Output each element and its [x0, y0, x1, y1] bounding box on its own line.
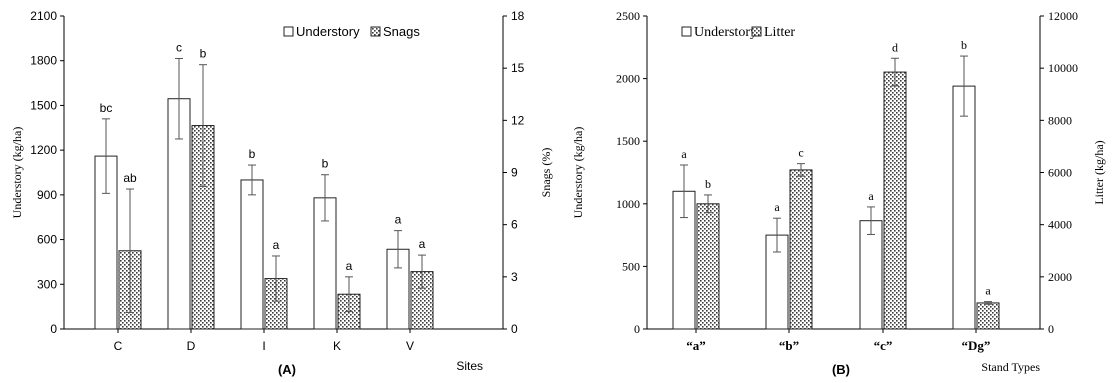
bar-primary: [859, 220, 883, 330]
left-axis-title: Understory (kg/ha): [571, 127, 585, 219]
category-label: “Dg”: [962, 338, 991, 353]
right-tick-label: 4000: [1048, 218, 1072, 232]
significance-letter: a: [346, 259, 353, 273]
right-tick-label: 12000: [1048, 9, 1078, 23]
significance-letter: d: [892, 40, 898, 54]
significance-letter: b: [705, 177, 711, 191]
bar-secondary: [696, 203, 720, 330]
panel-label: (B): [832, 362, 850, 377]
right-axis-title: Snags (%): [539, 148, 553, 198]
right-tick-label: 12: [511, 113, 525, 127]
category-label: I: [262, 339, 265, 353]
right-axis-title: Litter (kg/ha): [1092, 140, 1106, 204]
significance-letter: c: [798, 146, 803, 160]
panel-label: (A): [278, 362, 296, 377]
right-tick-label: 10000: [1048, 61, 1078, 75]
significance-letter: b: [961, 38, 967, 52]
bar-secondary: [883, 71, 907, 330]
panel-a: 0 300 600 900 1200 1500 1800 2100 0 3 6 9 12 15 18 Unde…: [10, 9, 553, 377]
bar-primary: [240, 179, 264, 330]
legend-swatch: [370, 26, 381, 37]
significance-letter: b: [200, 47, 207, 61]
right-tick-label: 6000: [1048, 166, 1072, 180]
left-tick-label: 0: [50, 322, 57, 336]
right-tick-label: 3: [511, 270, 518, 284]
left-tick-label: 1500: [30, 98, 57, 112]
legend-label: Understory: [694, 25, 757, 40]
legend-swatch: [283, 26, 294, 37]
right-tick-label: 9: [511, 166, 518, 180]
bar-secondary: [789, 169, 813, 330]
right-tick-label: 0: [511, 322, 518, 336]
legend-label: Litter: [764, 25, 795, 40]
category-label: K: [333, 339, 341, 353]
significance-letter: a: [681, 147, 687, 161]
left-tick-label: 1800: [30, 54, 57, 68]
significance-letter: a: [868, 189, 874, 203]
x-axis-title: Stand Types: [981, 360, 1040, 374]
significance-letter: bc: [100, 101, 113, 115]
left-tick-label: 900: [37, 188, 57, 202]
category-label: D: [187, 339, 196, 353]
left-tick-label: 600: [37, 233, 57, 247]
significance-letter: b: [322, 157, 329, 171]
left-tick-label: 1000: [616, 197, 640, 211]
category-label: “a”: [686, 338, 706, 353]
right-tick-label: 8000: [1048, 113, 1072, 127]
category-label: “b”: [779, 338, 799, 353]
significance-letter: a: [419, 237, 426, 251]
legend-swatch: [681, 26, 692, 37]
right-tick-label: 2000: [1048, 270, 1072, 284]
category-label: V: [406, 339, 414, 353]
right-tick-label: 15: [511, 61, 525, 75]
left-tick-label: 2500: [616, 9, 640, 23]
significance-letter: a: [395, 213, 402, 227]
legend-label: Snags: [383, 24, 420, 39]
category-label: “c”: [874, 338, 893, 353]
left-tick-label: 2000: [616, 72, 640, 86]
panel-b: 0 500 1000 1500 2000 2500 0 2000 4000 6000 8000 100…: [571, 9, 1106, 377]
bar-primary: [952, 85, 976, 330]
right-tick-label: 18: [511, 9, 525, 23]
left-axis-title: Understory (kg/ha): [10, 127, 24, 219]
left-tick-label: 1200: [30, 143, 57, 157]
right-tick-label: 6: [511, 218, 518, 232]
left-tick-label: 1500: [616, 134, 640, 148]
legend-label: Understory: [296, 24, 360, 39]
left-tick-label: 500: [622, 259, 640, 273]
significance-letter: b: [249, 147, 256, 161]
x-axis-title: Sites: [456, 359, 483, 373]
left-tick-label: 0: [634, 322, 640, 336]
right-tick-label: 0: [1048, 322, 1054, 336]
significance-letter: ab: [123, 171, 137, 185]
significance-letter: c: [176, 40, 182, 54]
significance-letter: a: [273, 238, 280, 252]
left-tick-label: 300: [37, 277, 57, 291]
bar-secondary: [976, 302, 1000, 330]
left-tick-label: 2100: [30, 9, 57, 23]
legend-swatch: [751, 26, 762, 37]
significance-letter: a: [774, 200, 780, 214]
category-label: C: [114, 339, 123, 353]
significance-letter: a: [985, 284, 991, 298]
